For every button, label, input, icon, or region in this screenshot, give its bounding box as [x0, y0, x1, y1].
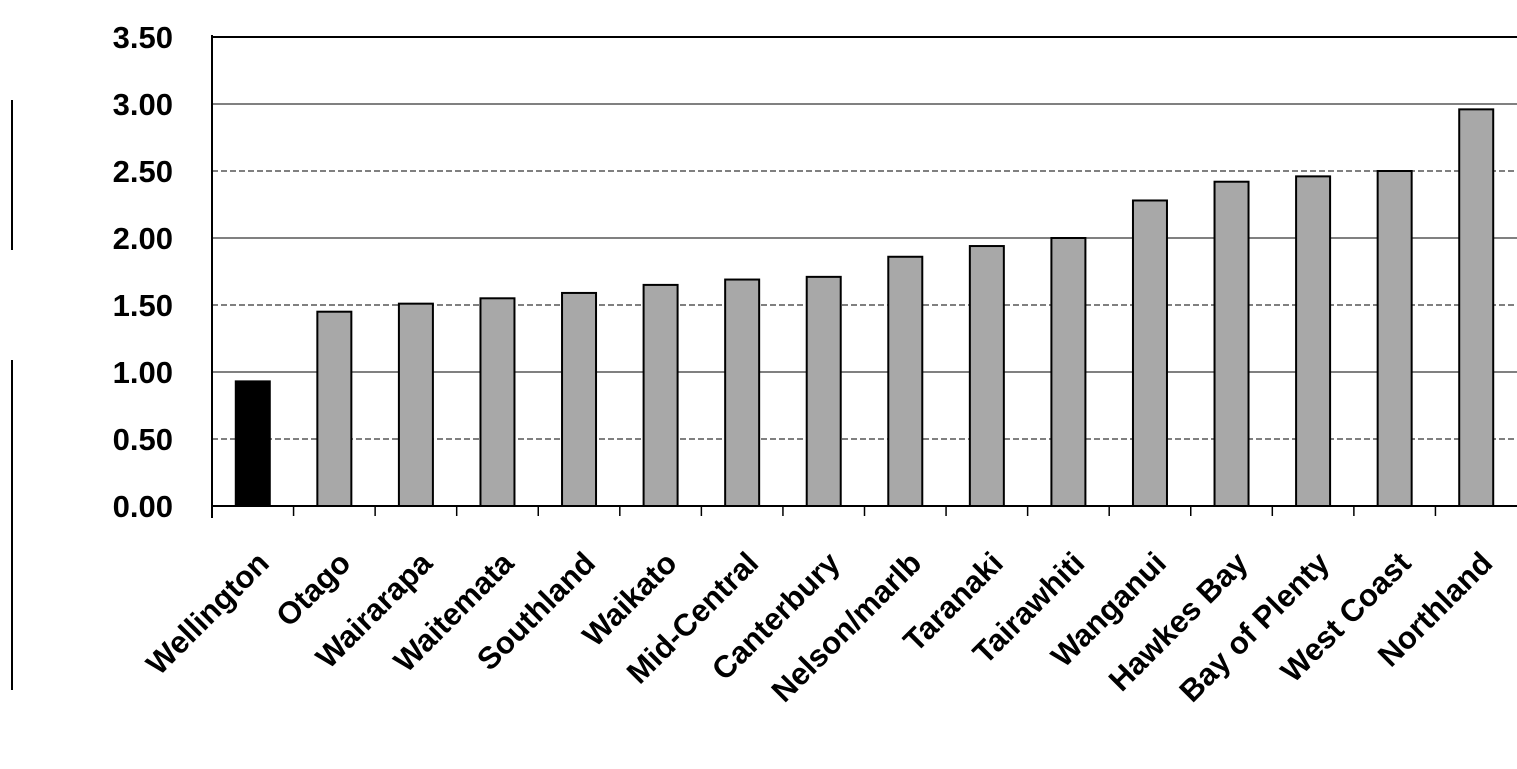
y-tick-label-0.50: 0.50: [113, 422, 173, 457]
bar-wairarapa: [397, 302, 434, 507]
bar-otago: [316, 310, 353, 508]
bar-nelson-marlb: [887, 255, 924, 508]
bar-mid-central: [724, 278, 761, 508]
bar-bay-of-plenty: [1295, 175, 1332, 508]
y-tick-label-3.00: 3.00: [113, 87, 173, 122]
y-tick-label-1.00: 1.00: [113, 355, 173, 390]
bar-waikato: [642, 283, 679, 507]
bar-wanganui: [1131, 199, 1168, 507]
y-tick-label-1.50: 1.50: [113, 288, 173, 323]
y-tick-label-2.00: 2.00: [113, 221, 173, 256]
bar-southland: [561, 291, 598, 507]
left-edge-rule-top: [11, 100, 13, 250]
bar-hawkes-bay: [1213, 180, 1250, 507]
bars: [234, 108, 1495, 508]
y-tick-label-2.50: 2.50: [113, 154, 173, 189]
bar-canterbury: [805, 275, 842, 507]
bar-west-coast: [1376, 170, 1413, 507]
y-tick-label-0.00: 0.00: [113, 489, 173, 524]
bar-northland: [1458, 108, 1495, 508]
bar-taranaki: [968, 245, 1005, 507]
bar-waitemata: [479, 297, 516, 507]
bar-wellington: [234, 380, 271, 508]
y-tick-labels: 0.00 0.50 1.00 1.50 2.00 2.50 3.00 3.50: [113, 20, 173, 524]
axes: [211, 35, 1517, 518]
category-labels: WellingtonOtagoWairarapaWaitemataSouthla…: [139, 545, 1499, 709]
category-label-wellington: Wellington: [139, 545, 275, 681]
bar-tairawhiti: [1050, 237, 1087, 507]
left-edge-rule-bottom: [11, 360, 13, 690]
y-tick-label-3.50: 3.50: [113, 20, 173, 55]
